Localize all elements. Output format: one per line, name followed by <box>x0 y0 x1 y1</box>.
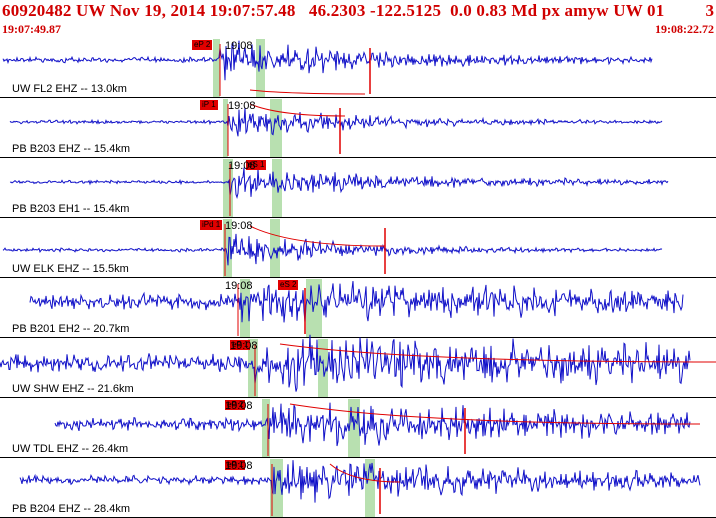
pick-tag[interactable]: iP 1 <box>200 100 218 110</box>
analysis-window <box>270 219 280 277</box>
pick-tag[interactable]: eS 2 <box>278 280 299 290</box>
pick-tag[interactable]: iPd 1 <box>200 220 223 230</box>
waveform-trace <box>54 402 691 447</box>
waveform-trace <box>9 167 669 200</box>
minute-mark-label: 19:08 <box>228 100 256 112</box>
coda-fit-line <box>249 103 346 117</box>
analysis-window <box>262 399 270 457</box>
coda-fit-line <box>249 89 366 95</box>
station-label: PB B203 EH1 -- 15.4km <box>12 203 130 215</box>
analysis-window <box>213 39 220 97</box>
pick-tag[interactable]: eP 2 <box>192 40 213 50</box>
end-time: 19:08:22.72 <box>655 22 714 36</box>
coda-fit-line <box>329 463 401 483</box>
minute-mark-label: 19:08 <box>230 340 258 352</box>
analysis-window <box>240 279 250 337</box>
pick-tag[interactable]: eS 1 <box>246 160 267 170</box>
analysis-window <box>256 39 265 97</box>
station-label: PB B204 EHZ -- 28.4km <box>12 503 130 515</box>
analysis-window <box>223 219 232 277</box>
coda-fit-line <box>289 403 701 425</box>
minute-mark-label: 19:08 <box>225 460 253 472</box>
waveform-trace <box>29 281 684 323</box>
station-label: UW FL2 EHZ -- 13.0km <box>12 83 127 95</box>
analysis-window <box>365 459 375 517</box>
station-label: UW TDL EHZ -- 26.4km <box>12 443 129 455</box>
coda-fit-line <box>249 225 386 247</box>
page-number: 3 <box>705 1 715 20</box>
minute-mark-label: 19:08 <box>228 160 256 172</box>
analysis-window <box>223 159 233 217</box>
waveform-trace <box>9 107 663 137</box>
station-label: PB B203 EHZ -- 15.4km <box>12 143 130 155</box>
pick-tag[interactable]: eP 1 <box>230 340 251 350</box>
minute-mark-label: 19:08 <box>225 400 253 412</box>
event-title: 60920482 UW Nov 19, 2014 19:07:57.48 46.… <box>2 1 665 20</box>
analysis-window <box>223 99 228 157</box>
minute-mark-label: 19:08 <box>225 40 253 52</box>
waveform-trace <box>19 460 701 503</box>
station-label: UW ELK EHZ -- 15.5km <box>12 263 129 275</box>
waveform-trace <box>0 334 691 392</box>
pick-tag[interactable]: eP 2 <box>225 400 246 410</box>
minute-mark-label: 19:08 <box>225 280 253 292</box>
waveform-trace <box>2 40 653 81</box>
event-header: 60920482 UW Nov 19, 2014 19:07:57.48 46.… <box>0 0 716 38</box>
pick-tag[interactable]: eP 1 <box>225 460 246 470</box>
waveform-trace <box>2 233 663 266</box>
start-time: 19:07:49.87 <box>2 22 61 36</box>
analysis-window <box>272 159 282 217</box>
station-label: PB B201 EH2 -- 20.7km <box>12 323 130 335</box>
station-label: UW SHW EHZ -- 21.6km <box>12 383 134 395</box>
coda-fit-line <box>279 343 716 363</box>
minute-mark-label: 19:08 <box>225 220 253 232</box>
analysis-window <box>270 99 282 157</box>
